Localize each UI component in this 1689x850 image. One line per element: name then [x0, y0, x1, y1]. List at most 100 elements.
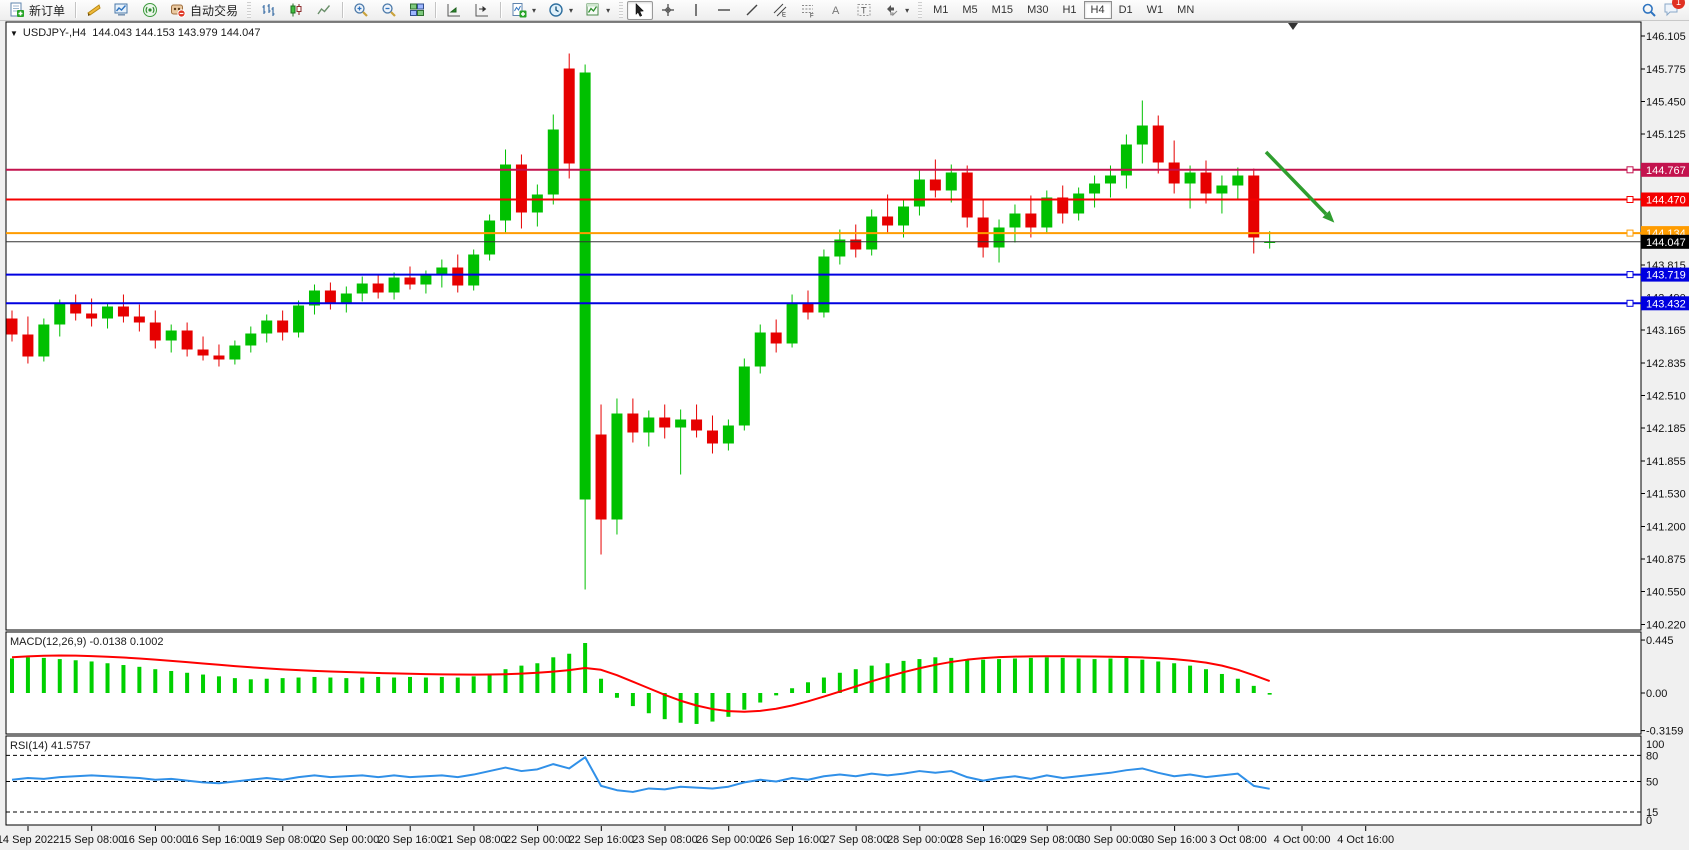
chart-canvas[interactable]: 146.105145.775145.450145.125143.815143.4…	[0, 21, 1689, 850]
candle-body	[277, 320, 289, 333]
macd-histogram-bar	[1251, 685, 1256, 693]
candle-body	[70, 303, 82, 314]
chart-shift-marker[interactable]	[1288, 23, 1298, 30]
rsi-pane[interactable]	[5, 735, 1642, 826]
macd-histogram-bar	[821, 677, 826, 693]
hline-price-box	[1641, 296, 1689, 311]
svg-text:F: F	[810, 14, 814, 19]
one-click-caret-icon[interactable]: ▼	[10, 29, 18, 38]
auto-trading-button[interactable]: 自动交易	[165, 1, 243, 20]
macd-histogram-bar	[455, 677, 460, 693]
toolbar-grip	[619, 2, 624, 18]
timeframe-button-M1[interactable]: M1	[933, 4, 949, 16]
zoom-in-button[interactable]	[348, 1, 374, 20]
fibonacci-icon: F	[802, 5, 814, 19]
candle-body	[1073, 193, 1085, 214]
trend-arrow-annotation[interactable]	[1264, 150, 1328, 216]
trendline-tool-button[interactable]	[739, 1, 765, 20]
auto-trading-icon	[171, 4, 186, 18]
time-axis-label: 30 Sep 00:00	[1078, 834, 1143, 846]
hline-handle[interactable]	[1626, 166, 1634, 174]
price-axis-tick-label: 146.105	[1646, 31, 1686, 43]
time-axis-strip[interactable]	[0, 826, 1689, 850]
notification-badge: 1	[1672, 0, 1685, 9]
zoom-in-icon	[354, 3, 368, 17]
market-watch-button[interactable]	[109, 1, 135, 20]
chart-shift-button[interactable]	[469, 1, 495, 20]
notifications-button[interactable]: 1	[1663, 0, 1685, 20]
auto-scroll-icon	[447, 4, 461, 17]
macd-axis-tick-label: 0.445	[1646, 635, 1674, 647]
arrows-tool-button[interactable]: ▾	[879, 1, 914, 20]
timeframe-button-W1[interactable]: W1	[1146, 4, 1164, 16]
equidistant-channel-tool-button[interactable]: E	[767, 1, 793, 20]
candle-body	[834, 239, 846, 257]
search-icon[interactable]	[1641, 2, 1657, 18]
current-price-box	[1641, 234, 1689, 249]
time-axis-label: 30 Sep 16:00	[1142, 834, 1207, 846]
candle-body	[738, 366, 750, 426]
new-order-button[interactable]: 新订单	[4, 1, 70, 20]
macd-histogram-bar	[885, 663, 890, 693]
hline-handle[interactable]	[1626, 229, 1634, 237]
toolbar-separator	[435, 2, 437, 18]
text-tool-button[interactable]: A	[823, 1, 849, 20]
signals-button[interactable]	[137, 1, 163, 20]
price-axis-tick-label: 141.855	[1646, 456, 1686, 468]
bar-chart-button[interactable]	[255, 1, 281, 20]
candle-body	[324, 290, 336, 303]
hline-handle[interactable]	[1626, 271, 1634, 279]
quotes-button[interactable]	[81, 1, 107, 20]
periods-button[interactable]: ▾	[543, 1, 578, 20]
toolbar-separator	[75, 2, 77, 18]
templates-button[interactable]: ▾	[580, 1, 615, 20]
price-axis-tick-label: 145.775	[1646, 64, 1686, 76]
candle-body	[133, 316, 145, 323]
candle-body	[850, 239, 862, 250]
hline-handle[interactable]	[1626, 299, 1634, 307]
fibonacci-tool-button[interactable]: F	[795, 1, 821, 20]
macd-histogram-bar	[41, 657, 46, 693]
timeframe-button-D1[interactable]: D1	[1118, 4, 1133, 16]
zoom-out-button[interactable]	[376, 1, 402, 20]
current-price-label: 144.047	[1646, 237, 1686, 249]
tile-windows-button[interactable]	[404, 1, 430, 20]
macd-histogram-bar	[296, 677, 301, 693]
candlestick-chart-icon	[290, 3, 302, 17]
candlestick-chart-button[interactable]	[283, 1, 309, 20]
text-label-tool-button[interactable]: T	[851, 1, 877, 20]
macd-histogram-bar	[264, 678, 269, 693]
timeframe-button-MN[interactable]: MN	[1177, 4, 1195, 16]
macd-histogram-bar	[376, 676, 381, 693]
timeframe-button-M30[interactable]: M30	[1027, 4, 1049, 16]
timeframe-button-H4[interactable]: H4	[1083, 1, 1112, 19]
indicators-button[interactable]: ▾	[506, 1, 541, 20]
timeframe-button-M15[interactable]: M15	[991, 4, 1014, 16]
candle-body	[54, 303, 66, 325]
macd-histogram-bar	[837, 672, 842, 693]
macd-histogram-bar	[933, 657, 938, 693]
chart-title: ▼ USDJPY-,H4 144.043 144.153 143.979 144.…	[10, 27, 260, 39]
channel-icon: E	[773, 3, 787, 18]
timeframe-button-M5[interactable]: M5	[962, 4, 978, 16]
vertical-line-tool-button[interactable]	[683, 1, 709, 20]
macd-histogram-bar	[1235, 678, 1240, 693]
market-watch-icon	[114, 3, 128, 16]
main-pane[interactable]	[5, 21, 1642, 631]
candle-body	[1104, 175, 1116, 184]
chart-area[interactable]: 146.105145.775145.450145.125143.815143.4…	[0, 21, 1689, 850]
cursor-tool-button[interactable]	[627, 0, 654, 20]
macd-histogram-bar	[423, 677, 428, 693]
hline-price-label: 144.470	[1646, 195, 1686, 207]
hline-handle[interactable]	[1626, 196, 1634, 203]
timeframe-button-H1[interactable]: H1	[1062, 4, 1077, 16]
line-chart-button[interactable]	[311, 1, 337, 20]
auto-scroll-button[interactable]	[441, 1, 467, 20]
candle-body	[547, 129, 559, 195]
candle-body	[229, 345, 241, 360]
macd-histogram-bar	[901, 660, 906, 693]
crosshair-tool-button[interactable]	[655, 1, 681, 20]
time-axis-label: 26 Sep 00:00	[696, 834, 761, 846]
timeframe-bar: M1 M5 M15 M30 H1 H4 D1 W1 MN	[926, 1, 1201, 19]
horizontal-line-tool-button[interactable]	[711, 1, 737, 20]
